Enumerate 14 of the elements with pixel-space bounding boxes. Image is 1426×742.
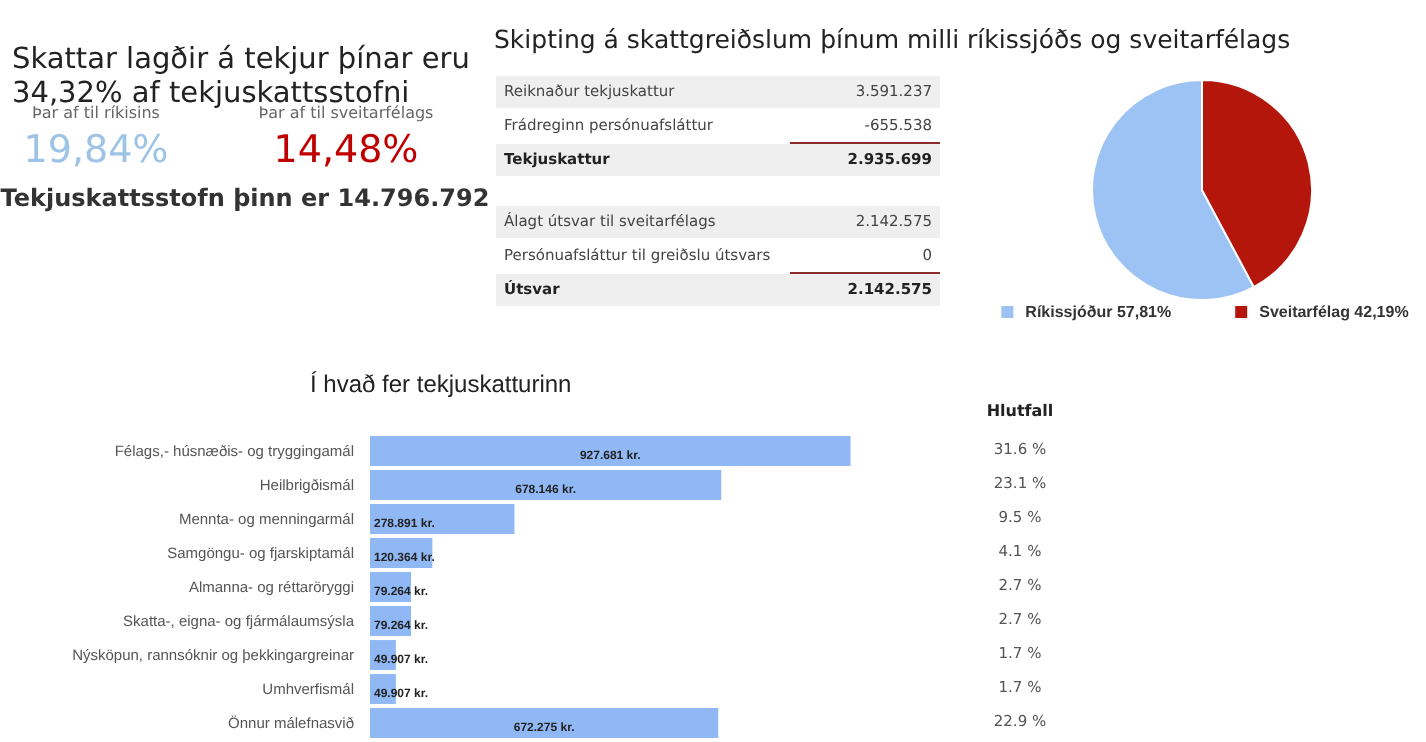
category-label: Þar af til ríkisins [32,104,162,122]
text: Hlutfall [984,402,1056,420]
text: Tekjuskattsstofn þinn er 14.796.792 [0,184,490,212]
bar [370,504,515,534]
text: Skipting á skattgreiðslum þínum milli ríkissjóðs og sveitarfélags [494,24,1291,54]
bar [370,436,851,466]
chart-title: Í hvað fer tekjuskatturinn [310,370,572,398]
legend-label: Ríkissjóður 57,81% [1025,303,1172,321]
text: 14,48% [273,128,419,172]
bar [370,708,719,738]
legend-label: Sveitarfélag 42,19% [1259,303,1409,321]
bar [370,470,722,500]
text: 19,84% [23,128,169,172]
category-label: Þar af til sveitarfélags [258,104,436,122]
